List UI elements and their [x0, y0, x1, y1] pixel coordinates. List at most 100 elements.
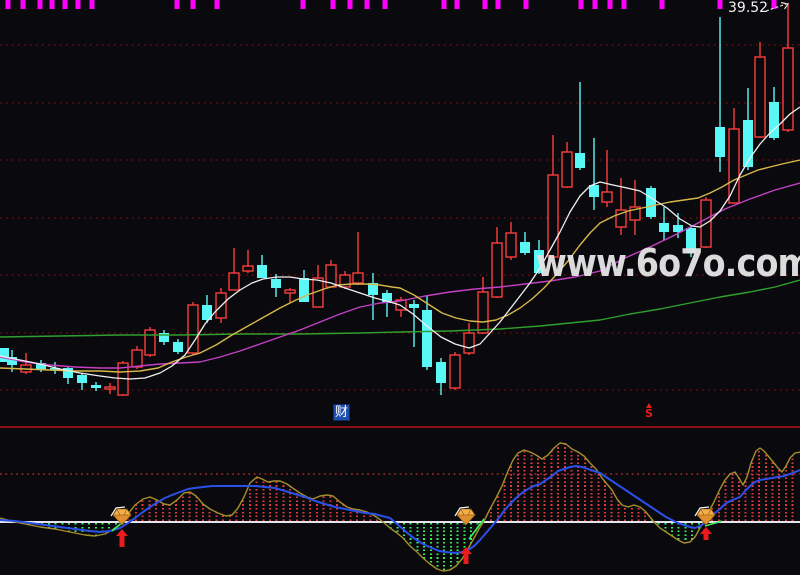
top-mark-icon: [771, 0, 777, 9]
candle-body-down: [257, 265, 267, 278]
candles-layer: [0, 3, 794, 396]
candle-body-down: [299, 278, 309, 302]
candle-body-up: [242, 265, 254, 272]
candle-body-up: [284, 289, 296, 294]
candle-body-down: [659, 223, 669, 232]
top-mark-icon: [717, 0, 723, 9]
top-mark-icon: [364, 0, 370, 9]
top-mark-icon: [214, 0, 220, 9]
top-mark-icon: [454, 0, 460, 9]
candle-body-down: [173, 342, 183, 352]
top-mark-icon: [621, 0, 627, 9]
top-mark-icon: [659, 0, 665, 9]
candle-body-up: [449, 354, 461, 389]
candle-body-up: [477, 291, 489, 334]
candle-body-down: [589, 185, 599, 197]
candle-body-up: [601, 191, 613, 203]
cai-marker-badge: 财: [333, 404, 350, 421]
candle-body-down: [63, 368, 73, 378]
candle-body-down: [368, 283, 378, 295]
candle-body-up: [104, 386, 116, 390]
indicator-histogram: [1, 443, 794, 571]
candle-body-up: [491, 242, 503, 298]
buy-arrow-icon: [700, 527, 712, 540]
candle-body-down: [715, 127, 725, 157]
signal-s-marker: S: [641, 403, 657, 419]
candle-body-up: [463, 332, 475, 354]
top-mark-icon: [607, 0, 613, 9]
top-mark-icon: [441, 0, 447, 9]
top-mark-icon: [347, 0, 353, 9]
ma-lines-layer: [0, 106, 800, 380]
candle-body-down: [436, 362, 446, 383]
up-triangle-icon: [646, 403, 652, 408]
diamond-signal-icon: [694, 506, 723, 527]
candle-body-up: [339, 274, 351, 288]
candle-body-down: [520, 242, 530, 253]
top-mark-icon: [330, 0, 336, 9]
price-arrow: [765, 1, 790, 12]
candle-body-down: [77, 375, 87, 383]
candle-body-down: [50, 368, 60, 370]
top-mark-icon: [300, 0, 306, 9]
candle-body-up: [144, 329, 156, 356]
top-mark-icon: [89, 0, 95, 9]
signal-s-label: S: [645, 407, 653, 420]
candle-body-down: [36, 363, 46, 370]
candle-body-up: [754, 56, 766, 138]
top-signal-marks: [5, 0, 777, 9]
candle-body-down: [769, 102, 779, 138]
candle-body-down: [673, 225, 683, 232]
candle-body-down: [271, 279, 281, 288]
top-mark-icon: [592, 0, 598, 9]
top-mark-icon: [495, 0, 501, 9]
candle-body-down: [575, 153, 585, 168]
candle-body-down: [686, 228, 696, 253]
candle-body-down: [382, 293, 392, 303]
top-mark-icon: [482, 0, 488, 9]
candle-body-down: [534, 250, 544, 273]
top-mark-icon: [523, 0, 529, 9]
candle-body-up: [782, 47, 794, 131]
candle-body-down: [422, 310, 432, 367]
signal-markers: [110, 506, 723, 564]
candle-body-up: [728, 128, 740, 204]
candle-body-up: [505, 232, 517, 258]
main-gridlines: [0, 44, 800, 391]
candle-body-up: [131, 349, 143, 368]
candle-body-up: [547, 174, 559, 258]
buy-arrow-icon: [116, 529, 128, 547]
top-mark-icon: [382, 0, 388, 9]
top-mark-icon: [578, 0, 584, 9]
candle-body-down: [0, 348, 9, 362]
buy-arrow-icon: [460, 547, 472, 564]
candle-body-up: [228, 272, 240, 291]
candle-body-down: [646, 188, 656, 217]
candle-body-down: [409, 304, 419, 308]
candle-body-down: [7, 357, 17, 365]
top-mark-icon: [190, 0, 196, 9]
top-mark-icon: [5, 0, 11, 9]
candle-body-up: [561, 151, 573, 188]
top-mark-icon: [62, 0, 68, 9]
diamond-signal-icon: [110, 506, 132, 532]
top-mark-icon: [49, 0, 55, 9]
candle-body-down: [159, 333, 169, 342]
watermark: www.6o7o.com: [536, 241, 800, 285]
price-high-label: 39.52: [728, 0, 769, 16]
candle-body-up: [187, 304, 199, 354]
top-mark-icon: [174, 0, 180, 9]
candle-body-down: [743, 120, 753, 167]
top-mark-icon: [37, 0, 43, 9]
diamond-signal-icon: [454, 506, 485, 540]
top-mark-icon: [75, 0, 81, 9]
candle-body-up: [352, 272, 364, 284]
top-mark-icon: [20, 0, 26, 9]
candle-body-down: [91, 385, 101, 388]
candle-body-up: [629, 206, 641, 221]
candle-body-up: [615, 209, 627, 228]
candle-body-down: [202, 305, 212, 320]
